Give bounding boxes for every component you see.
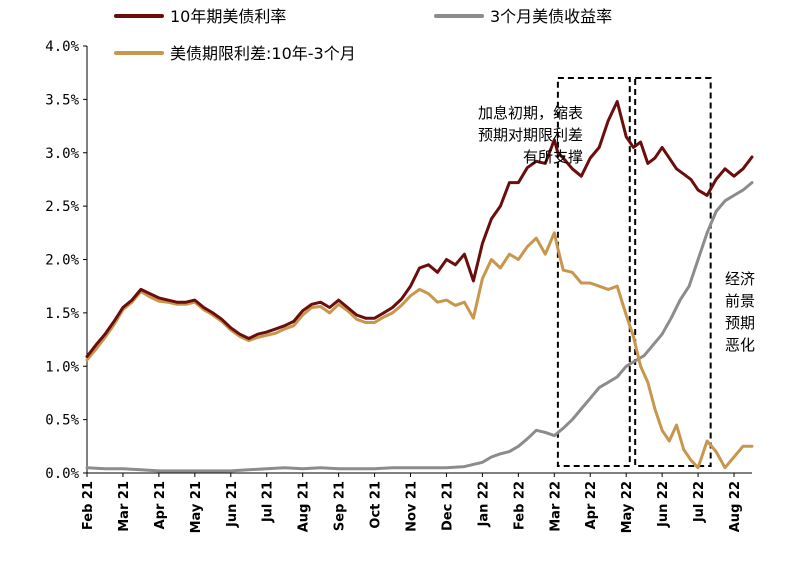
y-tick-label: 2.0% — [45, 253, 79, 269]
x-tick-label: May 22 — [620, 481, 635, 533]
legend-label-1: 3个月美债收益率 — [490, 7, 612, 26]
highlight-box — [634, 77, 712, 467]
x-tick-label: Mar 22 — [548, 481, 563, 532]
y-tick-label: 1.5% — [45, 306, 79, 322]
x-tick-label: Jul 22 — [692, 481, 707, 523]
x-tick-label: Aug 21 — [297, 481, 312, 532]
x-tick-label: Dec 21 — [440, 481, 455, 531]
x-tick-label: Jul 21 — [261, 481, 276, 523]
axes: 0.0% 0.5% 1.0% 1.5% 2.0% 2.5% 3.0% 3.5% 4.0% Feb … — [45, 39, 752, 533]
highlight-boxes — [556, 77, 712, 467]
y-tick-label: 2.5% — [45, 199, 79, 215]
y-tick-label: 0.5% — [45, 413, 79, 429]
x-tick-label: Aug 22 — [728, 481, 743, 532]
series-line-0 — [85, 100, 754, 359]
series-lines — [85, 100, 754, 473]
x-tick-label: Feb 21 — [81, 481, 96, 530]
annotation-text-2: 经济 — [725, 270, 755, 288]
y-tick-label: 0.0% — [45, 466, 79, 482]
x-tick-label: Feb 22 — [512, 481, 527, 530]
annotation-text-1: 有所支撑 — [523, 148, 583, 166]
series-line-1 — [85, 181, 754, 473]
y-tick-label: 1.0% — [45, 359, 79, 375]
x-tick-label: Apr 22 — [584, 481, 599, 529]
x-tick-label: Jan 22 — [476, 481, 491, 527]
x-tick-label: Oct 21 — [369, 481, 384, 529]
x-tick-label: Sep 21 — [333, 481, 348, 531]
legend-label-2: 美债期限利差:10年-3个月 — [170, 44, 356, 63]
series-line-2 — [85, 231, 754, 470]
x-tick-label: Jun 21 — [225, 481, 240, 528]
annotation-text-2: 前景 — [725, 292, 755, 310]
y-tick-label: 4.0% — [45, 39, 79, 55]
annotation-text-2: 预期 — [725, 314, 755, 332]
x-tick-label: Apr 21 — [153, 481, 168, 529]
x-tick-label: May 21 — [189, 481, 204, 533]
annotation-text-1: 预期对期限利差 — [478, 126, 583, 144]
x-tick-label: Jun 22 — [656, 481, 671, 528]
y-tick-label: 3.5% — [45, 92, 79, 108]
y-tick-label: 3.0% — [45, 146, 79, 162]
highlight-box — [556, 77, 631, 467]
annotation-text-1: 加息初期，缩表 — [478, 104, 583, 122]
annotation-text-2: 恶化 — [725, 336, 755, 354]
legend-label-0: 10年期美债利率 — [170, 7, 286, 26]
x-tick-label: Mar 21 — [117, 481, 132, 532]
x-tick-label: Nov 21 — [405, 481, 420, 532]
